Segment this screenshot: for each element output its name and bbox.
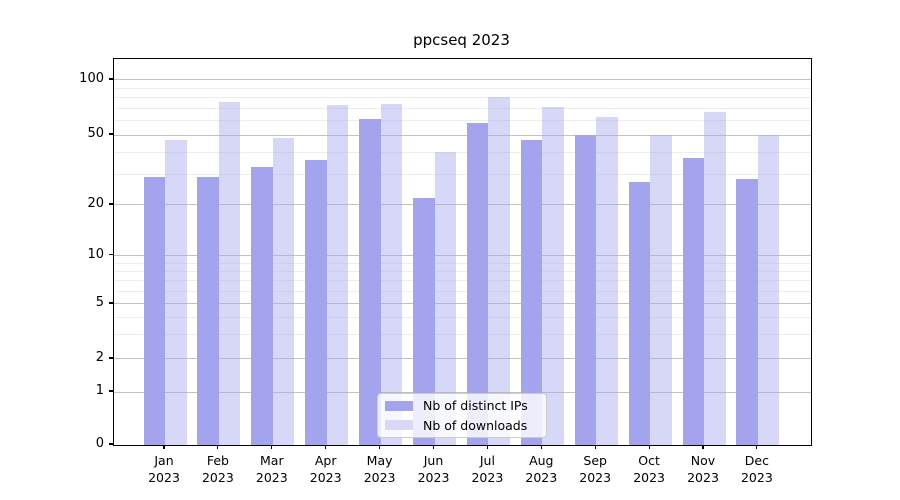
x-tick-mark-dec (756, 445, 758, 449)
gridline-minor-40 (114, 151, 811, 153)
x-tick-mark-mar (271, 445, 273, 449)
chart-title: ppcseq 2023 (413, 31, 510, 49)
gridline-minor-6 (114, 290, 811, 292)
y-tick-label-100: 100 (79, 70, 104, 86)
gridline-minor-4 (114, 316, 811, 318)
gridline-minor-70 (114, 107, 811, 109)
x-tick-mark-jan (163, 445, 165, 449)
y-tick-label-20: 20 (87, 195, 104, 211)
bar-distinct-ips-apr (305, 160, 327, 445)
gridline-minor-3 (114, 334, 811, 336)
y-tick-label-0: 0 (95, 436, 104, 451)
x-tick-mark-oct (648, 445, 650, 449)
bar-downloads-nov (704, 111, 726, 445)
y-tick-mark-100 (109, 78, 113, 80)
bar-distinct-ips-nov (682, 158, 704, 445)
x-tick-mark-may (379, 445, 381, 449)
x-tick-label-mar: Mar 2023 (255, 453, 288, 485)
x-tick-label-jan: Jan 2023 (148, 453, 180, 485)
bar-distinct-ips-jan (143, 176, 165, 445)
x-tick-mark-jul (486, 445, 488, 449)
bar-distinct-ips-mar (251, 166, 273, 445)
x-tick-label-feb: Feb 2023 (201, 453, 234, 485)
bar-distinct-ips-jun (413, 197, 435, 445)
x-tick-mark-jun (432, 445, 435, 449)
bar-downloads-feb (218, 101, 241, 445)
bar-downloads-jun (434, 152, 456, 445)
y-tick-label-50: 50 (87, 126, 104, 141)
gridline-major-50 (114, 134, 811, 136)
bar-downloads-jul (488, 96, 510, 445)
y-tick-label-10: 10 (87, 246, 104, 262)
bar-distinct-ips-feb (197, 176, 219, 445)
y-tick-mark-5 (109, 302, 113, 304)
x-tick-label-jul: Jul 2023 (471, 453, 504, 485)
x-tick-label-may: May 2023 (363, 453, 396, 485)
x-tick-label-apr: Apr 2023 (309, 453, 342, 485)
bar-distinct-ips-oct (628, 182, 651, 445)
legend-swatch-distinct-ips-icon (385, 400, 413, 411)
x-tick-label-nov: Nov 2023 (687, 453, 719, 485)
x-tick-label-sep: Sep 2023 (579, 453, 612, 485)
y-tick-label-2: 2 (95, 349, 104, 365)
bar-downloads-oct (650, 135, 672, 445)
gridline-minor-90 (114, 87, 811, 89)
y-tick-mark-20 (109, 203, 113, 205)
bar-downloads-sep (596, 116, 618, 445)
gridline-major-10 (114, 255, 811, 257)
x-tick-mark-nov (702, 445, 704, 449)
y-tick-mark-0 (109, 443, 113, 445)
gridline-minor-80 (114, 97, 811, 99)
gridline-major-20 (114, 204, 811, 206)
legend-item-distinct-ips: Nb of distinct IPs (385, 398, 546, 413)
y-tick-label-5: 5 (95, 294, 104, 310)
legend: Nb of distinct IPs Nb of downloads (377, 393, 547, 438)
legend-label-downloads: Nb of downloads (423, 417, 528, 433)
bar-distinct-ips-may (359, 119, 381, 445)
gridline-minor-8 (114, 270, 811, 272)
y-tick-mark-1 (109, 390, 113, 392)
x-tick-mark-sep (594, 445, 596, 449)
x-tick-label-oct: Oct 2023 (633, 453, 665, 485)
bar-distinct-ips-dec (736, 179, 758, 445)
bar-distinct-ips-aug (520, 139, 543, 445)
bar-downloads-mar (272, 138, 295, 445)
bar-distinct-ips-sep (574, 135, 597, 445)
bar-downloads-may (380, 103, 403, 445)
gridline-major-1 (114, 391, 811, 393)
y-tick-mark-50 (109, 133, 113, 135)
y-tick-label-1: 1 (95, 383, 104, 398)
gridline-minor-7 (114, 280, 811, 282)
y-tick-mark-10 (109, 254, 113, 256)
gridline-minor-60 (114, 120, 811, 122)
x-tick-label-jun: Jun 2023 (417, 453, 450, 485)
gridline-major-5 (114, 303, 811, 305)
x-tick-label-dec: Dec 2023 (740, 453, 773, 485)
x-tick-label-aug: Aug 2023 (525, 453, 558, 485)
legend-label-distinct-ips: Nb of distinct IPs (423, 398, 528, 414)
bar-downloads-jan (165, 139, 187, 445)
x-tick-mark-aug (540, 445, 542, 449)
legend-item-downloads: Nb of downloads (385, 418, 546, 433)
bar-downloads-aug (542, 107, 564, 445)
gridline-major-2 (114, 358, 811, 360)
x-tick-mark-feb (217, 445, 219, 449)
gridline-minor-30 (114, 173, 811, 175)
x-tick-mark-apr (325, 445, 327, 449)
y-tick-mark-2 (109, 357, 113, 359)
legend-swatch-downloads-icon (385, 420, 413, 431)
bar-downloads-dec (757, 135, 780, 445)
gridline-minor-9 (114, 262, 811, 264)
bar-distinct-ips-jul (466, 123, 489, 445)
plot-area (113, 58, 812, 446)
gridline-major-100 (114, 79, 811, 81)
bar-downloads-apr (326, 104, 349, 445)
